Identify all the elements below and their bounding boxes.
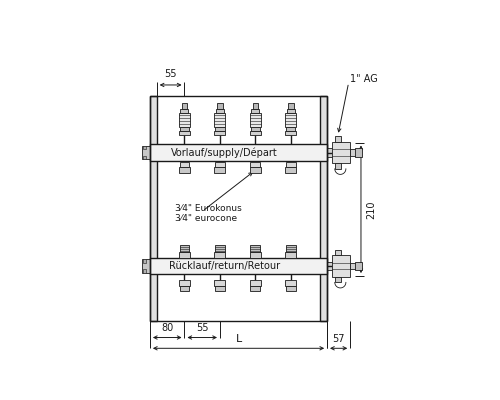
Bar xyxy=(216,109,224,113)
Text: 210: 210 xyxy=(366,200,376,218)
Bar xyxy=(285,167,296,173)
Bar xyxy=(252,103,258,109)
Bar xyxy=(143,269,146,273)
Bar xyxy=(355,148,362,157)
Bar xyxy=(180,286,190,290)
Bar xyxy=(285,113,296,127)
Text: 55: 55 xyxy=(196,323,208,333)
Bar xyxy=(252,109,260,113)
Text: 55: 55 xyxy=(164,70,177,80)
Bar xyxy=(335,136,341,142)
Bar xyxy=(250,252,261,258)
Bar xyxy=(182,103,188,109)
Bar xyxy=(150,96,327,320)
Bar xyxy=(250,162,260,167)
Bar xyxy=(320,96,327,320)
Bar xyxy=(180,127,189,130)
Bar xyxy=(250,280,261,286)
Text: 3⁄4" eurocone: 3⁄4" eurocone xyxy=(174,214,237,223)
Circle shape xyxy=(150,149,156,155)
Bar xyxy=(332,142,349,163)
Text: 57: 57 xyxy=(332,334,345,344)
Bar xyxy=(250,286,260,290)
Bar xyxy=(142,259,150,273)
Circle shape xyxy=(150,262,156,267)
Bar xyxy=(286,162,296,167)
Bar xyxy=(286,109,295,113)
Bar xyxy=(215,286,225,290)
Bar xyxy=(142,146,150,159)
Bar xyxy=(215,245,225,252)
Bar xyxy=(288,103,294,109)
Bar xyxy=(179,113,190,127)
Bar xyxy=(250,127,260,130)
Bar xyxy=(285,252,296,258)
Bar xyxy=(179,167,190,173)
Bar xyxy=(285,280,296,286)
Bar xyxy=(217,103,222,109)
Text: Vorlauf/supply/Départ: Vorlauf/supply/Départ xyxy=(171,147,278,158)
Text: L: L xyxy=(236,334,242,344)
Bar xyxy=(350,150,356,156)
Bar xyxy=(180,162,190,167)
Bar xyxy=(179,252,190,258)
Bar xyxy=(214,113,226,127)
Bar xyxy=(286,245,296,252)
Text: 80: 80 xyxy=(161,323,173,333)
Bar xyxy=(350,263,356,269)
Bar xyxy=(336,277,341,282)
Bar xyxy=(143,146,146,150)
Bar xyxy=(285,130,296,136)
Bar xyxy=(214,130,226,136)
Bar xyxy=(327,148,332,157)
Bar xyxy=(179,130,190,136)
Bar xyxy=(332,255,349,277)
Bar xyxy=(250,113,261,127)
Bar xyxy=(216,127,224,130)
Bar xyxy=(250,130,261,136)
Bar xyxy=(286,127,296,130)
Bar xyxy=(180,109,188,113)
Bar xyxy=(150,258,327,274)
Bar xyxy=(143,156,146,159)
Bar xyxy=(286,286,296,290)
Bar xyxy=(150,144,327,161)
Bar xyxy=(250,167,261,173)
Bar xyxy=(150,96,157,320)
Bar xyxy=(215,162,225,167)
Bar xyxy=(214,167,226,173)
Bar xyxy=(179,280,190,286)
Text: 1" AG: 1" AG xyxy=(350,74,378,84)
Text: Rücklauf/return/Retour: Rücklauf/return/Retour xyxy=(169,261,280,271)
Bar xyxy=(250,245,260,252)
Bar xyxy=(327,262,332,270)
Bar xyxy=(143,259,146,263)
Circle shape xyxy=(321,262,326,267)
Text: 3⁄4" Eurokonus: 3⁄4" Eurokonus xyxy=(174,204,242,213)
Circle shape xyxy=(321,149,326,155)
Bar xyxy=(214,252,226,258)
Bar xyxy=(214,280,226,286)
Bar xyxy=(335,250,341,255)
Bar xyxy=(355,262,362,270)
Bar xyxy=(336,163,341,169)
Bar xyxy=(180,245,190,252)
